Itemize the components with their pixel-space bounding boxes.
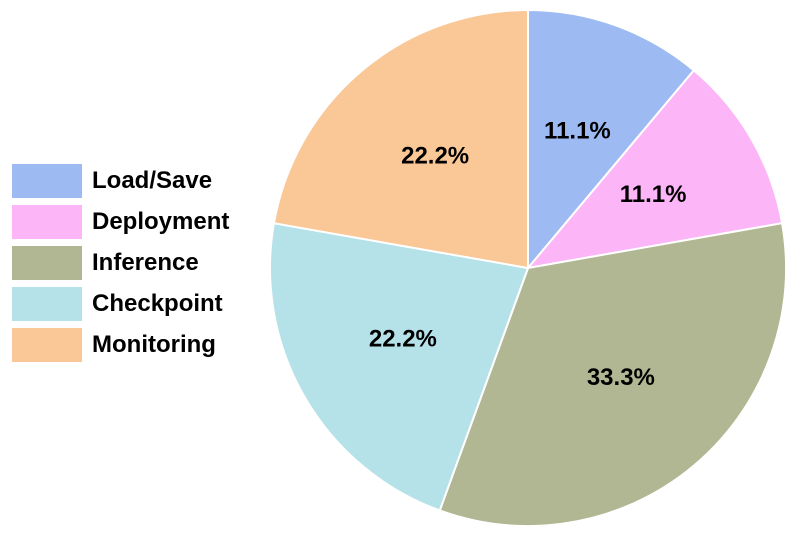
- pie-slice-deployment: [525, 68, 784, 270]
- slice-value-label: 11.1%: [544, 118, 611, 145]
- legend-item: Load/Save: [12, 160, 229, 201]
- legend-item: Deployment: [12, 201, 229, 242]
- slice-value-label: 22.2%: [369, 326, 437, 353]
- pie-slice-labels: 11.1% 11.1% 33.3% 22.2% 22.2%: [369, 118, 687, 391]
- pie-slice-monitoring: [272, 8, 529, 270]
- pie-slice-load-save: [527, 8, 696, 271]
- legend-item: Inference: [12, 242, 229, 283]
- slice-value-label: 11.1%: [620, 181, 687, 208]
- legend-swatch: [12, 204, 82, 239]
- pie-slices: [269, 8, 787, 527]
- pie-slice-checkpoint: [269, 222, 530, 512]
- legend-label: Load/Save: [92, 166, 213, 194]
- legend-label: Checkpoint: [92, 289, 223, 317]
- legend-swatch: [12, 286, 82, 321]
- legend-swatch: [12, 327, 82, 362]
- chart-legend: Load/Save Deployment Inference Checkpoint Mo…: [12, 160, 229, 365]
- legend-swatch: [12, 245, 82, 280]
- legend-label: Inference: [92, 248, 199, 276]
- legend-label: Deployment: [92, 207, 230, 235]
- pie-slice-inference: [438, 222, 787, 527]
- slice-value-label: 33.3%: [587, 364, 655, 391]
- legend-item: Monitoring: [12, 324, 229, 365]
- legend-item: Checkpoint: [12, 283, 229, 324]
- legend-swatch: [12, 163, 82, 198]
- slice-value-label: 22.2%: [401, 143, 469, 170]
- legend-label: Monitoring: [92, 330, 216, 358]
